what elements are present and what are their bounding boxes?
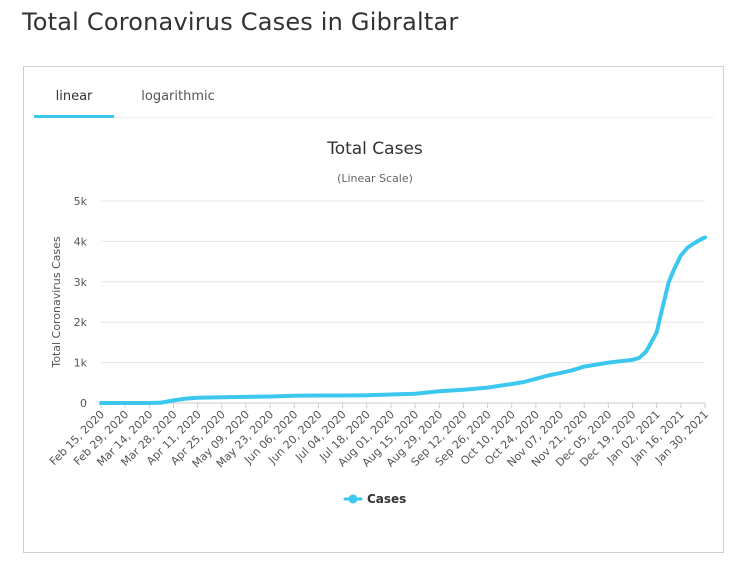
series-line-cases[interactable]	[99, 235, 707, 405]
y-tick-label: 0	[80, 397, 87, 410]
y-axis-ticks: 0 1k 2k 3k 4k 5k	[74, 195, 88, 410]
page-title: Total Coronavirus Cases in Gibraltar	[22, 8, 459, 36]
y-tick-label: 4k	[74, 235, 88, 248]
y-tick-label: 1k	[74, 357, 88, 370]
legend-dot-marker	[348, 494, 358, 504]
chart-subtitle: (Linear Scale)	[337, 172, 413, 185]
grid-lines	[101, 200, 705, 404]
series-layer	[99, 235, 707, 405]
y-tick-label: 2k	[74, 316, 88, 329]
tab-linear[interactable]: linear	[34, 79, 114, 118]
tab-logarithmic[interactable]: logarithmic	[141, 89, 215, 104]
y-axis-title: Total Coronavirus Cases	[50, 236, 63, 369]
chart-panel: linear logarithmic	[23, 66, 724, 553]
legend[interactable]: Cases	[343, 492, 406, 506]
chart-title: Total Cases	[326, 139, 423, 159]
legend-label-cases[interactable]: Cases	[367, 492, 406, 506]
y-tick-label: 3k	[74, 276, 88, 289]
scale-tabs: linear logarithmic	[34, 79, 714, 118]
y-tick-label: 5k	[74, 195, 88, 208]
